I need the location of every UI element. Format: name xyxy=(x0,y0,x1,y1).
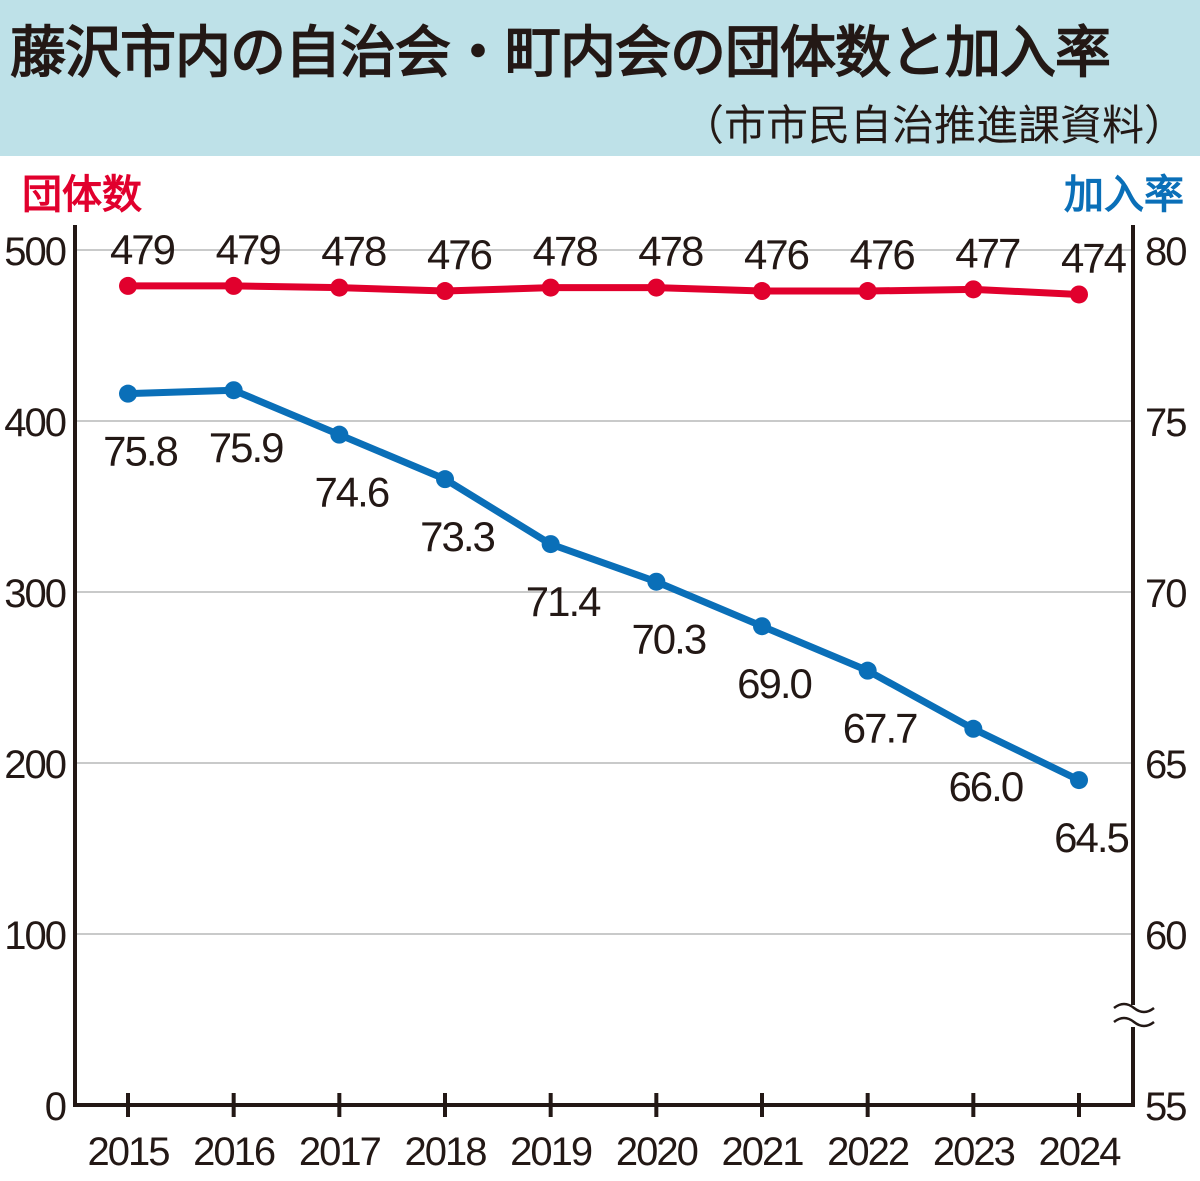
data-label: 66.0 xyxy=(948,763,1022,810)
data-label: 479 xyxy=(216,226,281,273)
data-point xyxy=(541,278,560,297)
data-label: 64.5 xyxy=(1054,814,1128,861)
left-tick-label: 500 xyxy=(4,230,65,274)
x-tick-label: 2016 xyxy=(193,1130,275,1174)
left-tick-label: 0 xyxy=(45,1085,66,1129)
title-band xyxy=(0,0,1200,156)
x-tick-label: 2015 xyxy=(88,1130,170,1174)
data-label: 478 xyxy=(321,228,386,275)
left-axis-label: 団体数 xyxy=(22,173,142,217)
data-point xyxy=(753,282,771,301)
x-tick-label: 2024 xyxy=(1039,1130,1122,1174)
right-tick-label: 75 xyxy=(1145,401,1186,445)
axis-break-icon xyxy=(1113,1002,1155,1014)
data-label: 69.0 xyxy=(737,660,811,707)
data-point xyxy=(436,282,454,301)
data-point xyxy=(119,276,137,295)
left-tick-label: 300 xyxy=(4,572,65,616)
data-label: 75.8 xyxy=(103,428,177,475)
data-label: 477 xyxy=(955,229,1020,276)
data-label: 71.4 xyxy=(526,578,601,625)
data-point xyxy=(541,535,560,554)
data-point xyxy=(330,278,349,297)
data-point xyxy=(964,719,983,738)
data-label: 476 xyxy=(427,231,492,278)
x-tick-label: 2021 xyxy=(722,1130,804,1174)
data-point xyxy=(119,384,137,403)
x-tick-label: 2019 xyxy=(510,1130,592,1174)
data-label: 476 xyxy=(850,231,915,278)
x-tick-label: 2023 xyxy=(933,1130,1015,1174)
chart-source: （市市民自治推進課資料） xyxy=(681,102,1186,149)
data-point xyxy=(753,617,771,636)
data-point xyxy=(436,470,454,489)
data-label: 476 xyxy=(744,231,809,278)
left-tick-label: 400 xyxy=(4,401,65,445)
chart-title: 藤沢市内の自治会・町内会の団体数と加入率 xyxy=(10,21,1111,84)
data-label: 73.3 xyxy=(420,513,494,560)
data-point xyxy=(224,276,243,295)
x-tick-label: 2018 xyxy=(405,1130,487,1174)
data-label: 479 xyxy=(110,226,175,273)
data-label: 67.7 xyxy=(843,705,917,752)
data-point xyxy=(964,280,983,299)
data-point xyxy=(647,572,666,591)
x-tick-label: 2017 xyxy=(299,1130,381,1174)
right-axis-label: 加入率 xyxy=(1064,173,1184,217)
data-point xyxy=(858,661,877,680)
data-point xyxy=(330,425,349,444)
data-point xyxy=(1070,771,1088,790)
data-label: 474 xyxy=(1061,234,1127,281)
x-tick-label: 2020 xyxy=(616,1130,698,1174)
data-point xyxy=(1070,285,1088,304)
data-label: 70.3 xyxy=(631,616,705,663)
data-label: 478 xyxy=(533,228,598,275)
right-tick-label: 65 xyxy=(1145,743,1186,787)
right-tick-label: 70 xyxy=(1145,572,1186,616)
data-label: 478 xyxy=(638,228,703,275)
right-tick-label: 60 xyxy=(1145,914,1186,958)
data-label: 74.6 xyxy=(314,469,388,516)
left-tick-label: 100 xyxy=(4,914,65,958)
data-label: 75.9 xyxy=(209,424,283,471)
left-tick-label: 200 xyxy=(4,743,65,787)
right-tick-label: 80 xyxy=(1145,230,1186,274)
data-point xyxy=(858,282,877,301)
data-point xyxy=(647,278,666,297)
right-tick-label: 55 xyxy=(1145,1085,1186,1129)
series-line-count xyxy=(128,282,1080,298)
axis-break-icon xyxy=(1113,1016,1155,1028)
x-tick-label: 2022 xyxy=(827,1130,909,1174)
series-line-rate xyxy=(127,386,1081,784)
data-point xyxy=(224,381,243,400)
